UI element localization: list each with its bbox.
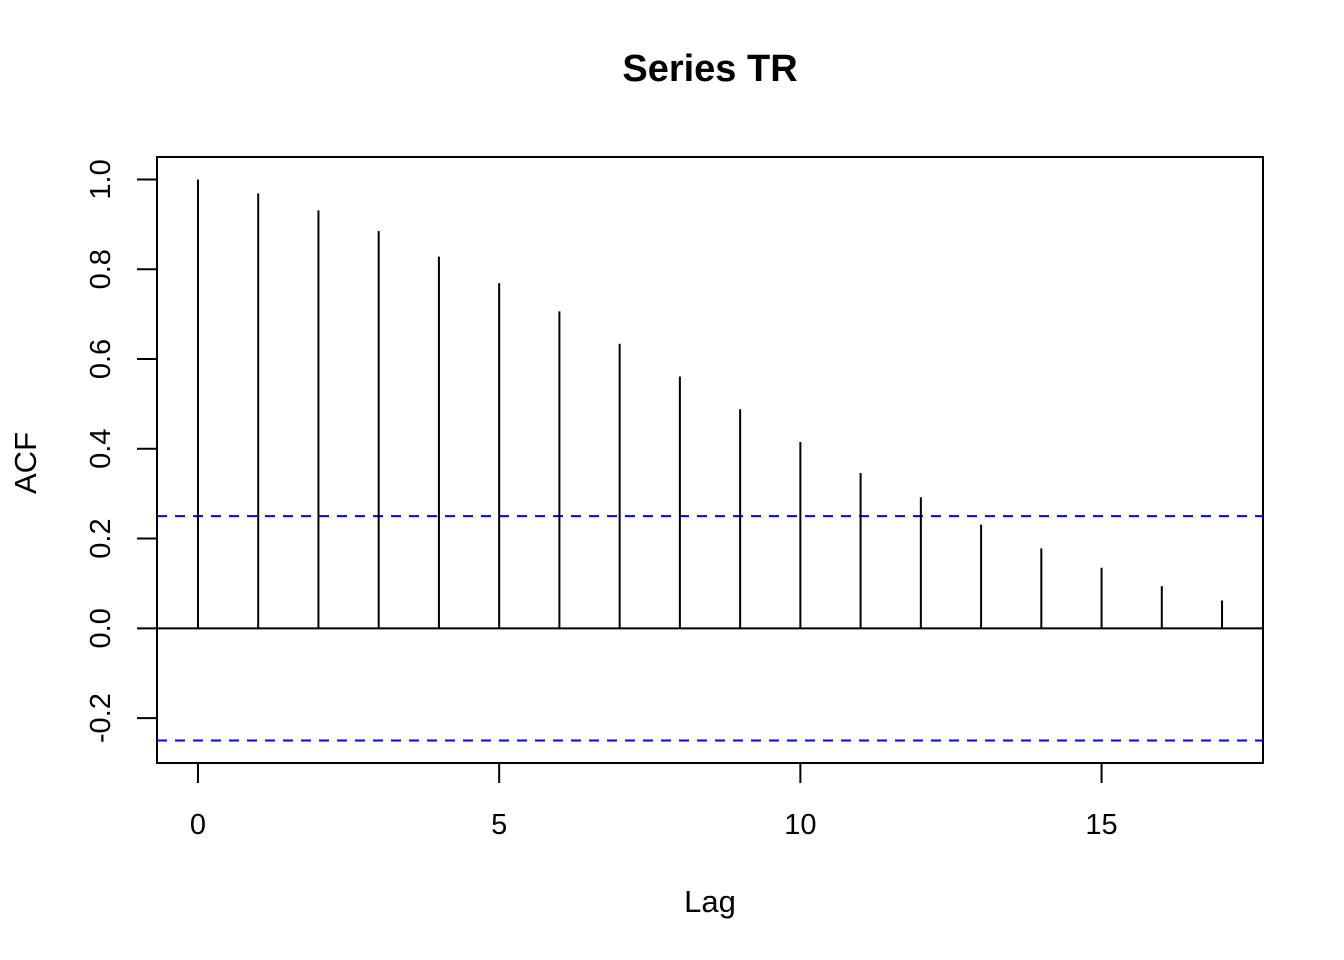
y-axis: -0.2 0.0 0.2 0.4 0.6 0.8 1.0 [85, 159, 158, 743]
x-tick-label: 10 [784, 809, 816, 841]
y-axis-label: ACF [8, 432, 43, 494]
y-tick-label: 0.8 [85, 249, 117, 289]
y-tick-label: 0.0 [85, 608, 117, 648]
x-axis-label: Lag [684, 884, 736, 919]
x-tick-label: 5 [491, 809, 507, 841]
x-tick-label: 0 [190, 809, 206, 841]
chart-title: Series TR [622, 48, 797, 90]
y-tick-label: 0.2 [85, 518, 117, 558]
y-tick-label: -0.2 [85, 693, 117, 743]
acf-bars [196, 179, 1224, 629]
y-tick-label: 0.6 [85, 339, 117, 379]
x-tick-label: 15 [1085, 809, 1117, 841]
plot-frame [156, 156, 1264, 764]
y-tick-label: 1.0 [85, 159, 117, 199]
confidence-bounds [157, 515, 1263, 742]
y-tick-label: 0.4 [85, 429, 117, 469]
x-axis: 0 5 10 15 [190, 762, 1118, 841]
